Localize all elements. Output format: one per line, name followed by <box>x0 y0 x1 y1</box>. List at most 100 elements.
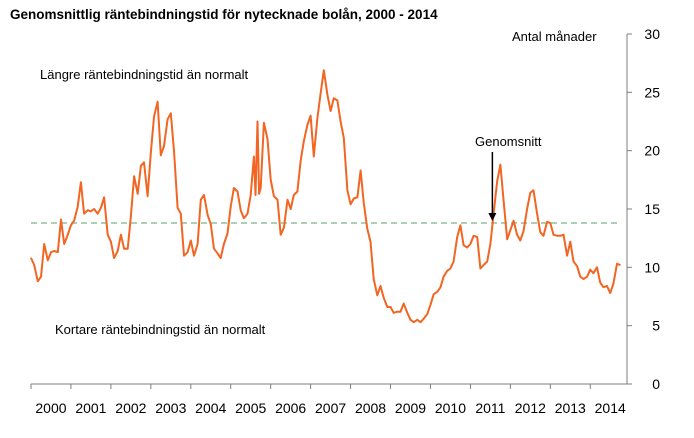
data-point <box>369 241 372 243</box>
data-point <box>290 208 292 210</box>
data-point <box>220 257 222 259</box>
data-point <box>562 234 565 236</box>
data-point <box>433 293 435 295</box>
data-point <box>612 283 615 285</box>
data-point <box>273 195 275 197</box>
data-point <box>513 220 515 222</box>
data-point <box>360 169 362 172</box>
data-point <box>226 232 229 235</box>
data-point <box>330 110 332 112</box>
data-point <box>596 266 598 268</box>
data-point <box>123 248 125 250</box>
annotation-upper: Längre räntebindningstid än normalt <box>40 67 249 82</box>
data-point <box>522 230 525 232</box>
data-point <box>160 154 162 156</box>
data-point <box>579 276 581 278</box>
data-point <box>552 234 555 236</box>
data-point <box>449 267 451 270</box>
data-point <box>240 209 242 211</box>
data-point <box>70 224 72 226</box>
data-point <box>173 150 175 152</box>
data-point <box>619 264 621 266</box>
x-tick-label: 2000 <box>35 400 66 416</box>
data-point <box>216 252 219 254</box>
y-tick-label: 10 <box>644 259 660 275</box>
data-point <box>246 213 249 215</box>
data-point <box>516 234 518 236</box>
data-point <box>47 259 49 261</box>
x-tick-label: 2002 <box>115 400 146 416</box>
data-point <box>569 241 571 243</box>
data-point <box>479 267 481 270</box>
data-point <box>496 180 498 182</box>
data-point <box>559 235 561 237</box>
data-point <box>223 243 225 245</box>
data-point <box>413 321 415 323</box>
data-point <box>103 196 105 198</box>
data-point <box>93 208 95 210</box>
data-point <box>276 199 279 201</box>
data-point <box>549 222 551 224</box>
data-point <box>233 187 235 189</box>
annotation-average: Genomsnitt <box>475 134 542 149</box>
data-point <box>280 234 282 236</box>
data-point <box>539 231 541 233</box>
data-point <box>320 92 322 95</box>
data-point <box>536 213 538 215</box>
data-point <box>256 120 259 123</box>
data-point <box>416 319 418 321</box>
data-point <box>97 213 99 215</box>
data-point <box>127 248 129 250</box>
data-point <box>286 199 289 201</box>
data-point <box>243 217 245 219</box>
data-point <box>253 155 255 158</box>
data-point <box>546 221 548 223</box>
data-point <box>406 312 408 314</box>
data-point <box>197 243 199 245</box>
data-point <box>486 260 488 263</box>
data-point <box>77 206 79 208</box>
data-point <box>236 190 239 193</box>
chart-title: Genomsnittlig räntebindningstid för nyte… <box>10 7 438 22</box>
data-point <box>316 117 318 119</box>
data-point <box>203 194 205 196</box>
data-point <box>130 215 132 217</box>
x-tick-label: 2011 <box>475 400 505 416</box>
data-point <box>73 220 75 222</box>
data-point <box>476 236 478 238</box>
y-tick-label: 5 <box>652 318 660 334</box>
data-point <box>373 278 375 280</box>
data-point <box>366 228 368 230</box>
series-line-0 <box>30 69 621 324</box>
data-point <box>602 286 605 288</box>
data-point <box>379 285 382 287</box>
data-point <box>263 122 265 124</box>
x-tick-label: 2001 <box>75 400 106 416</box>
data-point <box>153 116 155 118</box>
data-point <box>532 189 535 191</box>
data-point <box>333 97 335 99</box>
data-point <box>499 164 501 166</box>
data-point <box>336 99 338 102</box>
data-point <box>446 270 448 272</box>
data-point <box>157 101 159 103</box>
data-point <box>150 152 152 154</box>
annotation-lower: Kortare räntebindningstid än normalt <box>55 322 266 337</box>
data-point <box>137 193 139 195</box>
data-point <box>340 120 342 123</box>
data-point <box>283 227 285 229</box>
data-point <box>303 140 305 142</box>
data-point <box>57 251 59 253</box>
data-point <box>386 306 388 308</box>
data-point <box>506 238 508 240</box>
data-point <box>589 269 591 271</box>
data-point <box>30 257 32 259</box>
data-point <box>519 239 521 242</box>
data-point <box>230 206 232 208</box>
data-point <box>293 194 295 196</box>
data-point <box>120 234 122 236</box>
data-point <box>113 257 115 259</box>
data-point <box>147 195 149 197</box>
x-tick-label: 2005 <box>235 400 266 416</box>
